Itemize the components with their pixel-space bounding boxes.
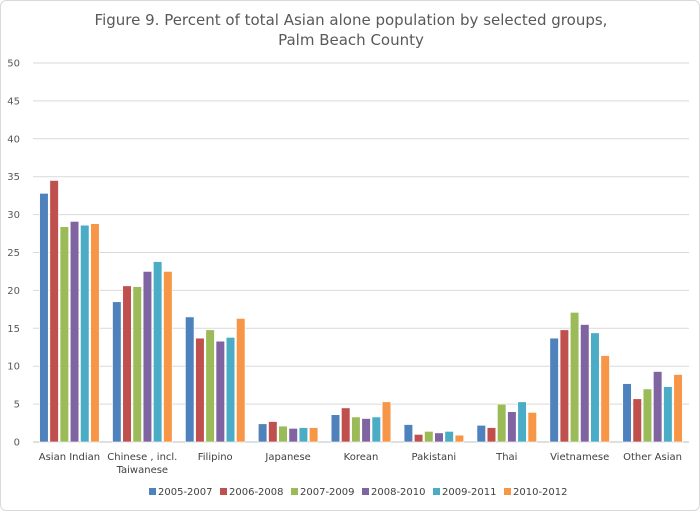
bar (122, 285, 132, 443)
y-tick-label: 0 (14, 438, 20, 449)
bar (236, 318, 246, 443)
legend-swatch (291, 488, 298, 495)
x-tick-label: Pakistani (412, 452, 457, 463)
y-tick-label: 20 (7, 286, 20, 297)
bar (59, 226, 69, 443)
x-tick-label: Filipino (198, 452, 233, 463)
bar (507, 411, 517, 443)
y-tick-label: 15 (7, 324, 20, 335)
bar (268, 421, 278, 443)
y-tick-label: 45 (7, 96, 20, 107)
bar (195, 337, 205, 443)
bar (600, 355, 610, 443)
x-tick-label: Other Asian (623, 452, 682, 463)
bar (330, 414, 341, 443)
bar (49, 180, 59, 443)
bar (590, 332, 600, 443)
bar (559, 329, 569, 443)
y-tick-label: 50 (7, 59, 20, 70)
bar (351, 416, 361, 443)
bar (361, 418, 371, 443)
bar (69, 221, 80, 443)
bar (454, 434, 464, 443)
bar (663, 386, 673, 443)
bar (497, 403, 507, 443)
bar (298, 427, 309, 443)
chart-title: Figure 9. Percent of total Asian alone p… (95, 11, 608, 29)
bar (434, 432, 444, 443)
legend-swatch (220, 488, 227, 495)
bar (549, 337, 559, 443)
x-tick-label: Thai (495, 452, 517, 463)
bar (413, 434, 424, 443)
chart-title: Palm Beach County (278, 31, 424, 49)
bar (580, 324, 590, 443)
bar (527, 412, 537, 443)
bar (112, 301, 122, 443)
bar (288, 428, 298, 443)
legend-swatch (149, 488, 156, 495)
bar (163, 271, 173, 443)
legend-swatch (433, 488, 440, 495)
bar (309, 427, 319, 443)
bar (444, 431, 454, 443)
bar (622, 383, 632, 443)
x-tick-label: Vietnamese (550, 452, 609, 463)
bar (341, 407, 351, 443)
bar (476, 425, 486, 443)
x-tick-label: Korean (344, 452, 379, 463)
legend-swatch (362, 488, 369, 495)
y-tick-label: 25 (7, 248, 20, 259)
x-tick-label: Asian Indian (39, 452, 100, 463)
bar (205, 329, 215, 443)
y-tick-label: 30 (7, 210, 20, 221)
bar (642, 388, 653, 443)
legend-label: 2008-2010 (371, 487, 426, 498)
y-tick-label: 35 (7, 172, 20, 183)
x-tick-label: Taiwanese (116, 465, 169, 476)
bar (424, 431, 434, 443)
legend-label: 2007-2009 (300, 487, 355, 498)
y-tick-label: 5 (14, 400, 20, 411)
bar (153, 261, 163, 443)
bar (39, 193, 49, 443)
x-tick-label: Japanese (264, 452, 310, 463)
bar (653, 371, 663, 443)
y-tick-label: 10 (7, 362, 20, 373)
bar (673, 374, 683, 443)
bar (90, 223, 100, 443)
bar (80, 224, 90, 443)
legend-swatch (504, 488, 511, 495)
bar (225, 337, 236, 443)
bar (258, 423, 268, 443)
legend-label: 2006-2008 (229, 487, 284, 498)
legend-label: 2010-2012 (513, 487, 568, 498)
bar (132, 286, 142, 443)
bar (381, 401, 392, 443)
bar (486, 427, 497, 443)
legend-label: 2009-2011 (442, 487, 497, 498)
bar (403, 424, 413, 443)
bar (215, 340, 225, 443)
bar (142, 271, 153, 443)
bar (517, 401, 527, 443)
y-tick-label: 40 (7, 134, 20, 145)
bar (371, 416, 381, 443)
bar (185, 316, 195, 443)
bar (278, 425, 288, 443)
legend-label: 2005-2007 (158, 487, 213, 498)
x-tick-label: Chinese , incl. (107, 452, 177, 463)
bar (632, 398, 642, 443)
bar (569, 312, 580, 443)
